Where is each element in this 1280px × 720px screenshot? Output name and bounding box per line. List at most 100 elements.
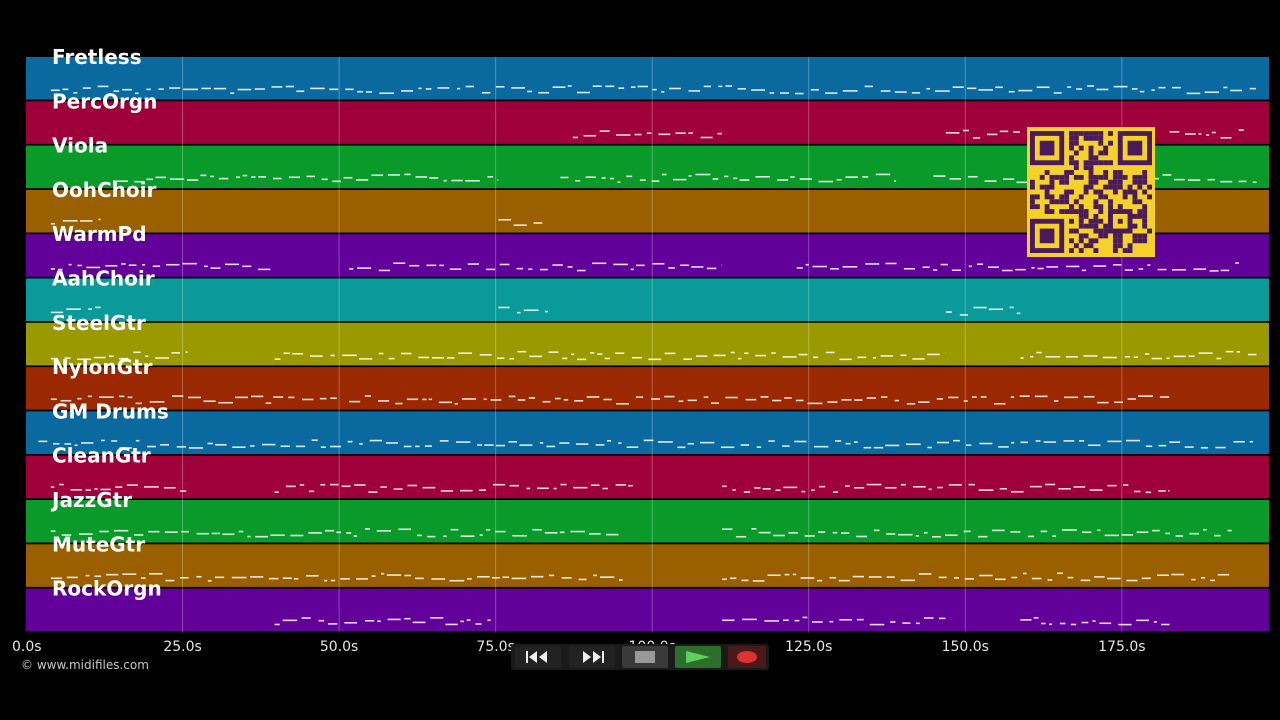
note [852,575,864,578]
note [188,396,201,399]
note [703,85,712,88]
note [213,87,227,90]
note [651,180,660,182]
note [609,177,615,180]
note [1174,178,1185,181]
note [365,91,373,93]
note [1214,534,1221,537]
note [187,179,199,181]
note [409,264,420,267]
note [1138,268,1144,270]
note [548,574,555,577]
note [1252,181,1257,184]
track-band [26,57,1269,100]
note [1249,87,1257,90]
note [639,179,646,181]
note [845,176,858,178]
note [509,357,514,360]
note [630,268,634,271]
note [401,90,414,92]
note [1136,531,1149,534]
note [77,264,82,267]
note [357,267,372,269]
note [967,175,978,178]
play-button[interactable] [675,646,721,668]
note [508,441,517,443]
note [1065,356,1078,358]
note [1016,312,1021,315]
note [440,490,454,492]
note [856,535,868,538]
note [583,134,597,137]
note [508,395,516,398]
note [258,268,271,271]
note [415,445,420,448]
note [544,310,549,313]
note [978,89,993,91]
note [393,488,403,490]
note [214,576,225,579]
note [293,577,299,580]
note [599,576,615,578]
note [155,176,167,179]
note [592,262,607,265]
note [321,178,328,181]
note [330,354,335,357]
note [577,358,587,361]
note [865,263,880,265]
track-label: NylonGtr [52,355,153,379]
note [404,617,411,620]
note [743,491,751,493]
note [1171,573,1184,576]
note [606,533,619,536]
note [966,87,977,90]
note [818,531,826,533]
note [626,446,639,448]
note [825,351,835,354]
note [385,442,398,444]
note [1045,356,1061,358]
note [869,623,885,626]
note [599,130,610,132]
note [605,85,615,88]
note [730,351,735,354]
note [1043,441,1057,443]
rewind-button[interactable] [515,646,561,668]
note [817,579,823,582]
note [533,222,543,224]
note [285,485,296,488]
note [678,400,684,403]
track-band [26,455,1269,499]
note [1010,396,1015,398]
note [1061,529,1077,531]
note [913,486,926,488]
note [495,86,505,88]
record-button[interactable] [728,646,766,668]
note [387,174,400,176]
note [85,489,92,491]
note [664,395,675,398]
stop-button[interactable] [622,646,668,668]
note [1003,178,1015,180]
note [818,180,834,183]
note [897,533,913,536]
note [415,577,424,580]
note [900,354,907,357]
note [381,572,385,575]
note [755,354,767,357]
note [751,89,766,91]
note [572,136,578,139]
note [61,534,72,536]
note [978,535,988,538]
note [115,486,123,488]
note [866,397,877,399]
fast-forward-button[interactable] [569,646,615,668]
note [1188,355,1195,358]
note [769,92,775,94]
note [1169,131,1180,133]
note [87,395,92,398]
note [1015,268,1026,271]
note [700,136,713,139]
track-label: SteelGtr [52,311,146,335]
note [99,530,109,533]
